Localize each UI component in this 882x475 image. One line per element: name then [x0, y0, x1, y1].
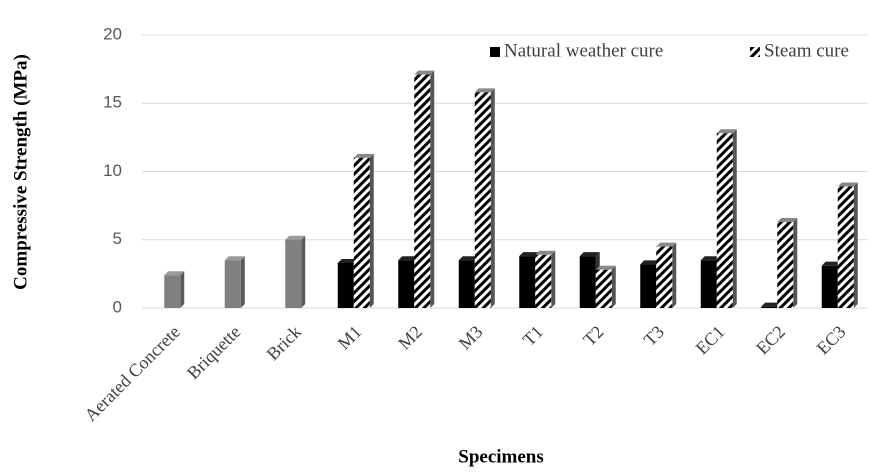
bar-side	[611, 265, 616, 308]
y-tick-label: 15	[103, 93, 122, 112]
x-tick-label: Aerated Concrete	[80, 322, 184, 426]
bar-top	[474, 88, 495, 93]
bar-top	[519, 252, 540, 257]
bar-top	[458, 256, 479, 261]
bar-side	[180, 271, 185, 308]
x-tick-label: Brick	[263, 322, 305, 364]
bar-top	[353, 153, 374, 158]
bar	[640, 264, 657, 308]
x-tick-label: EC2	[752, 322, 789, 359]
bar	[474, 92, 491, 308]
legend-swatch	[490, 47, 500, 57]
bar-side	[240, 256, 245, 308]
bar-top	[837, 182, 858, 187]
bar-top	[398, 256, 419, 261]
x-tick-label: EC1	[692, 322, 729, 359]
legend-label: Natural weather cure	[504, 40, 663, 61]
bar-side	[732, 129, 737, 308]
bar	[579, 256, 596, 308]
y-tick-label: 0	[113, 297, 122, 316]
bar	[700, 260, 717, 308]
bar-side	[430, 70, 435, 309]
bar	[595, 269, 612, 308]
bar-top	[640, 260, 661, 265]
bar	[716, 133, 733, 308]
bar	[821, 265, 838, 308]
bar-side	[853, 182, 858, 308]
bar-top	[285, 235, 306, 240]
bar-top	[761, 302, 782, 307]
bar-top	[595, 265, 616, 270]
bar-side	[369, 153, 374, 308]
bar-top	[656, 242, 677, 247]
bar	[285, 239, 302, 308]
x-tick-label: T3	[640, 322, 668, 350]
x-tick-label: M3	[455, 322, 487, 354]
legend-label: Steam cure	[764, 40, 849, 61]
bar-top	[700, 256, 721, 261]
bar-side	[672, 242, 677, 308]
bar-side	[490, 88, 495, 308]
y-tick-label: 10	[103, 161, 122, 180]
bar	[837, 186, 854, 308]
bar-top	[164, 271, 185, 276]
bar	[535, 254, 552, 308]
x-tick-label: M1	[334, 322, 366, 354]
bar	[164, 275, 181, 308]
bar	[458, 260, 475, 308]
bar-top	[579, 252, 600, 257]
bar-top	[777, 218, 798, 223]
x-tick-label: M2	[394, 322, 426, 354]
y-tick-label: 5	[113, 229, 122, 248]
y-axis-label: Compressive Strength (MPa)	[10, 54, 31, 290]
bar-top	[821, 261, 842, 266]
y-tick-label: 20	[103, 24, 122, 43]
bar	[353, 157, 370, 308]
x-tick-label: EC3	[813, 322, 850, 359]
bar	[761, 306, 778, 308]
bar-top	[535, 250, 556, 255]
bar-top	[337, 258, 358, 263]
bar	[414, 74, 431, 309]
bar	[398, 260, 415, 308]
x-tick-label: Briquette	[183, 322, 245, 384]
bar-side	[551, 250, 556, 308]
x-tick-label: T1	[519, 322, 547, 350]
legend-swatch	[750, 47, 760, 57]
x-axis-label: Specimens	[458, 446, 544, 467]
bar-side	[301, 235, 306, 308]
x-tick-label: T2	[579, 322, 607, 350]
bar	[656, 246, 673, 308]
bar	[224, 260, 241, 308]
bar-top	[716, 129, 737, 134]
bar	[337, 262, 354, 308]
bar	[519, 256, 536, 308]
bar-side	[793, 218, 798, 308]
bar-top	[414, 70, 435, 75]
bar-top	[224, 256, 245, 261]
bar	[777, 222, 794, 308]
